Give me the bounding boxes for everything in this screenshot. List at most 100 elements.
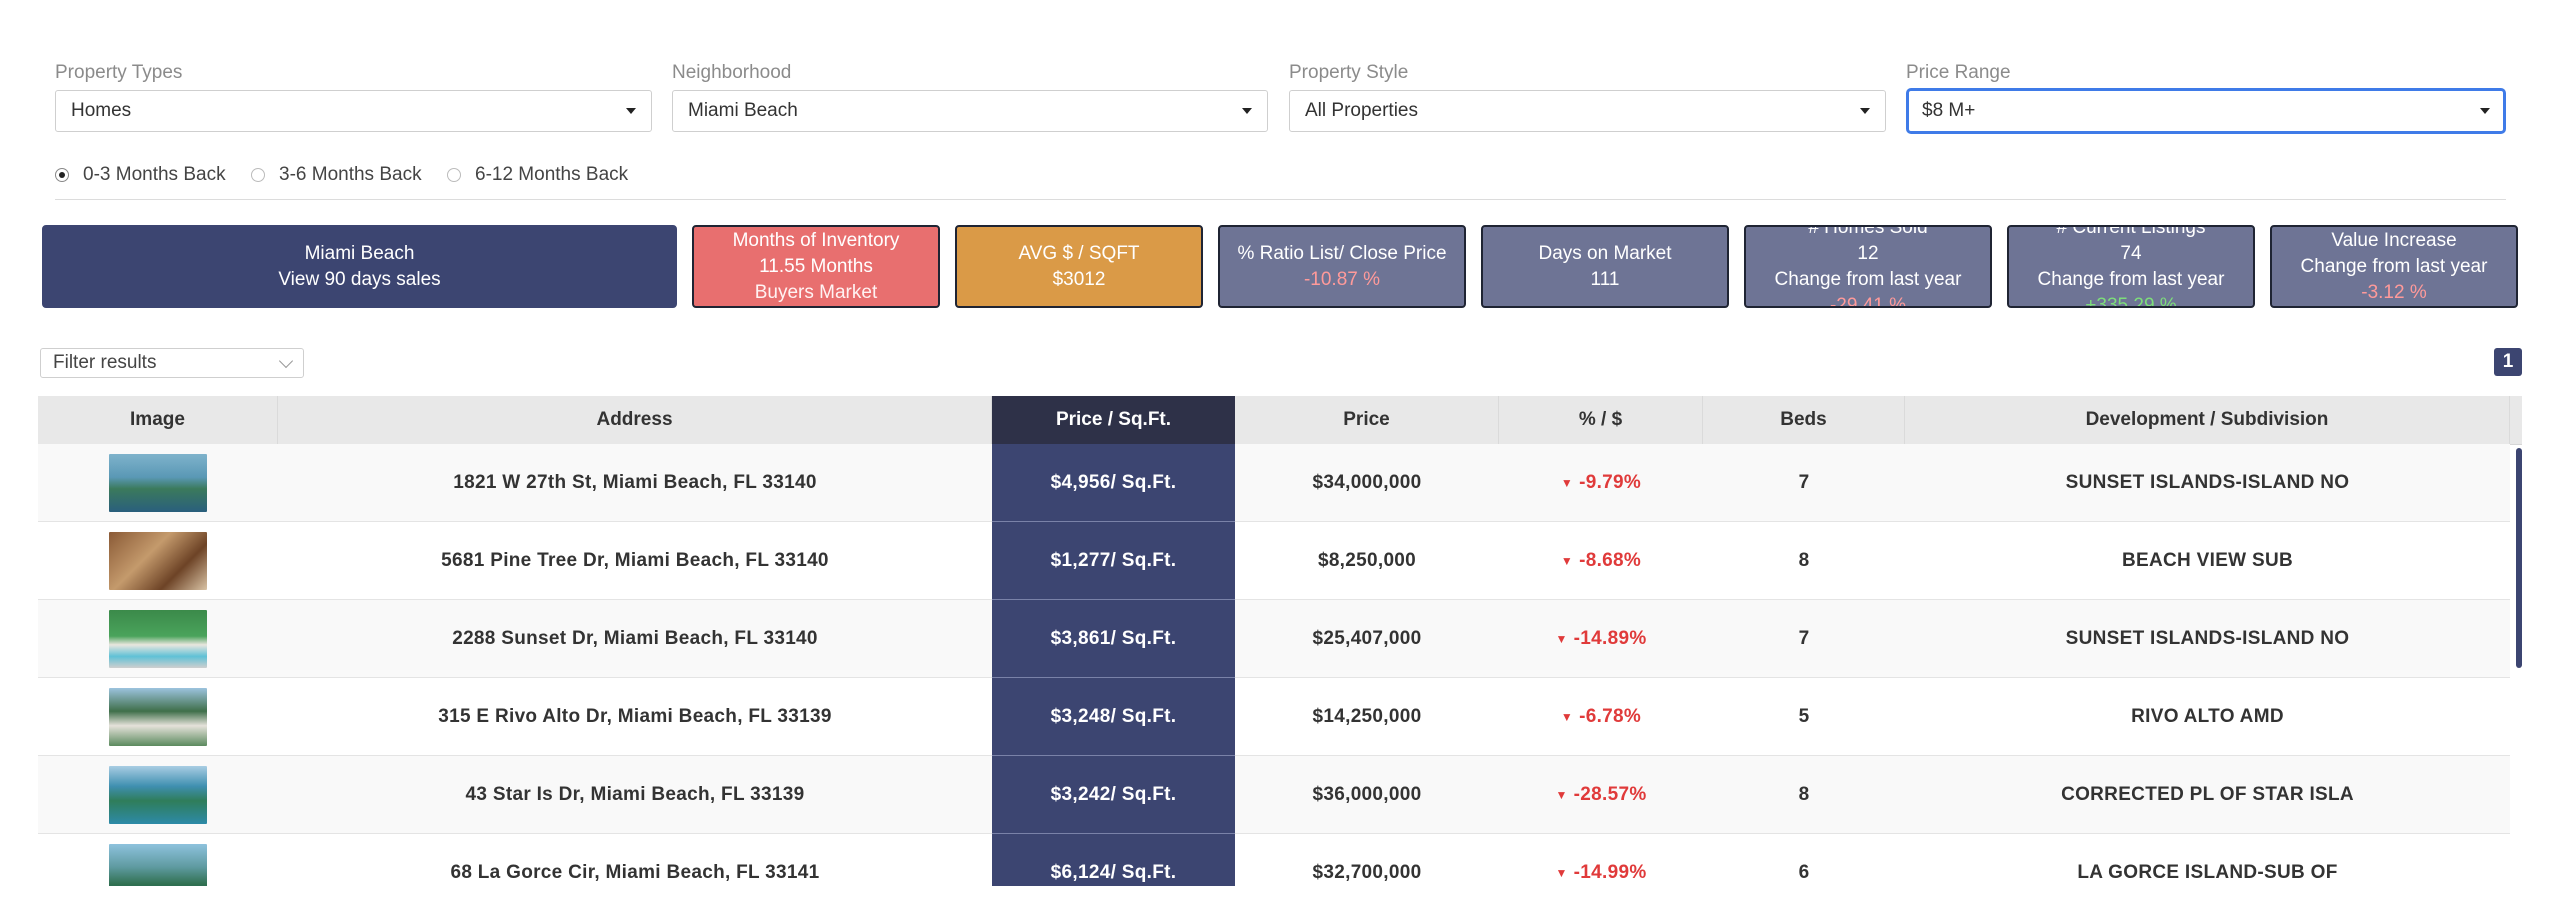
filter-results-select[interactable]: Filter results — [40, 348, 304, 378]
table-row[interactable]: 315 E Rivo Alto Dr, Miami Beach, FL 3313… — [38, 678, 2510, 756]
pct-cell: ▼ -14.89% — [1499, 600, 1703, 678]
development-cell: SUNSET ISLANDS-ISLAND NO — [2065, 628, 2350, 649]
table-row[interactable]: 1821 W 27th St, Miami Beach, FL 33140 $4,… — [38, 444, 2510, 522]
radio-3-6-months[interactable]: 3-6 Months Back — [251, 164, 422, 186]
value-increase-card[interactable]: Value Increase Change from last year -3.… — [2270, 225, 2518, 308]
caret-down-icon — [1860, 108, 1870, 114]
price-range-select[interactable]: $8 M+ — [1906, 88, 2506, 134]
homes-sold-sub: Change from last year — [1774, 269, 1962, 290]
property-types-value: Homes — [71, 100, 132, 121]
property-thumbnail[interactable] — [109, 532, 207, 590]
image-cell — [38, 522, 278, 600]
inventory-title: Months of Inventory — [732, 229, 900, 251]
image-cell — [38, 756, 278, 834]
homes-sold-card[interactable]: # Homes Sold 12 Change from last year -2… — [1744, 225, 1992, 308]
property-style-select[interactable]: All Properties — [1289, 90, 1886, 132]
price-per-sqft-cell: $3,861/ Sq.Ft. — [992, 600, 1235, 678]
pct-value: -28.57% — [1573, 784, 1647, 805]
address-cell: 5681 Pine Tree Dr, Miami Beach, FL 33140 — [441, 550, 829, 571]
avg-sqft-value: $3012 — [1052, 268, 1106, 290]
radio-0-3-months[interactable]: 0-3 Months Back — [55, 164, 226, 186]
homes-sold-value: 12 — [1857, 243, 1879, 264]
table-header: Image Address Price / Sq.Ft. Price % / $… — [38, 396, 2522, 445]
column-header-price-sqft[interactable]: Price / Sq.Ft. — [992, 396, 1235, 444]
column-header-price[interactable]: Price — [1235, 396, 1499, 444]
radio-icon — [447, 168, 461, 182]
avg-sqft-card[interactable]: AVG $ / SQFT $3012 — [955, 225, 1203, 308]
listings-title: # Current Listings — [2056, 225, 2206, 238]
value-increase-change: -3.12 % — [2361, 281, 2427, 303]
development-cell: LA GORCE ISLAND-SUB OF — [2077, 862, 2338, 883]
development-cell: RIVO ALTO AMD — [2131, 706, 2284, 727]
property-style-value: All Properties — [1305, 100, 1418, 121]
location-name: Miami Beach — [304, 242, 415, 264]
price-range-label: Price Range — [1906, 62, 2011, 83]
pct-value: -14.89% — [1573, 628, 1647, 649]
address-cell: 68 La Gorce Cir, Miami Beach, FL 33141 — [450, 862, 820, 883]
beds-cell: 5 — [1798, 706, 1810, 727]
days-card[interactable]: Days on Market 111 — [1481, 225, 1729, 308]
column-header-image[interactable]: Image — [38, 396, 278, 444]
radio-6-12-months[interactable]: 6-12 Months Back — [447, 164, 628, 186]
address-cell: 1821 W 27th St, Miami Beach, FL 33140 — [453, 472, 817, 493]
down-triangle-icon: ▼ — [1560, 476, 1574, 490]
neighborhood-value: Miami Beach — [688, 100, 798, 121]
table-row[interactable]: 43 Star Is Dr, Miami Beach, FL 33139 $3,2… — [38, 756, 2510, 834]
pct-cell: ▼ -28.57% — [1499, 756, 1703, 834]
listings-change: +335.29 % — [2085, 295, 2177, 308]
table-row[interactable]: 68 La Gorce Cir, Miami Beach, FL 33141 $6… — [38, 834, 2510, 886]
price-per-sqft-cell: $4,956/ Sq.Ft. — [992, 444, 1235, 522]
column-header-beds[interactable]: Beds — [1703, 396, 1905, 444]
property-thumbnail[interactable] — [109, 688, 207, 746]
neighborhood-label: Neighborhood — [672, 62, 792, 83]
homes-sold-change: -29.41 % — [1829, 295, 1907, 308]
development-cell: SUNSET ISLANDS-ISLAND NO — [2065, 472, 2350, 493]
days-value: 111 — [1590, 268, 1620, 290]
table-scrollbar[interactable] — [2516, 448, 2522, 668]
image-cell — [38, 834, 278, 886]
down-triangle-icon: ▼ — [1555, 866, 1568, 880]
table-row[interactable]: 2288 Sunset Dr, Miami Beach, FL 33140 $3,… — [38, 600, 2510, 678]
radio-icon — [251, 168, 265, 182]
ratio-card[interactable]: % Ratio List/ Close Price -10.87 % — [1218, 225, 1466, 308]
image-cell — [38, 678, 278, 756]
caret-down-icon — [2480, 108, 2490, 114]
neighborhood-select[interactable]: Miami Beach — [672, 90, 1268, 132]
pct-value: -9.79% — [1579, 472, 1642, 493]
property-thumbnail[interactable] — [109, 844, 207, 886]
current-listings-card[interactable]: # Current Listings 74 Change from last y… — [2007, 225, 2255, 308]
inventory-card[interactable]: Months of Inventory 11.55 Months Buyers … — [692, 225, 940, 308]
property-thumbnail[interactable] — [109, 454, 207, 512]
filter-results-placeholder: Filter results — [53, 352, 157, 373]
beds-cell: 7 — [1798, 472, 1810, 493]
page-button-1[interactable]: 1 — [2494, 348, 2522, 376]
table-row[interactable]: 5681 Pine Tree Dr, Miami Beach, FL 33140… — [38, 522, 2510, 600]
beds-cell: 8 — [1798, 550, 1810, 571]
column-header-pct[interactable]: % / $ — [1499, 396, 1703, 444]
column-header-development[interactable]: Development / Subdivision — [1905, 396, 2510, 444]
radio-selected-icon — [55, 168, 69, 182]
price-per-sqft-cell: $3,248/ Sq.Ft. — [992, 678, 1235, 756]
beds-cell: 6 — [1798, 862, 1810, 883]
property-types-select[interactable]: Homes — [55, 90, 652, 132]
radio-label: 0-3 Months Back — [83, 164, 226, 185]
location-card[interactable]: Miami Beach View 90 days sales — [42, 225, 677, 308]
pct-cell: ▼ -6.78% — [1499, 678, 1703, 756]
chevron-down-icon — [278, 353, 294, 368]
price-cell: $32,700,000 — [1312, 862, 1422, 883]
property-types-label: Property Types — [55, 62, 183, 83]
development-cell: CORRECTED PL OF STAR ISLA — [2061, 784, 2354, 805]
property-thumbnail[interactable] — [109, 610, 207, 668]
location-link: View 90 days sales — [278, 268, 441, 290]
property-thumbnail[interactable] — [109, 766, 207, 824]
property-style-label: Property Style — [1289, 62, 1409, 83]
price-cell: $14,250,000 — [1312, 706, 1422, 727]
down-triangle-icon: ▼ — [1560, 554, 1574, 568]
price-cell: $8,250,000 — [1317, 550, 1417, 571]
image-cell — [38, 444, 278, 522]
listings-table: Image Address Price / Sq.Ft. Price % / $… — [38, 396, 2522, 886]
column-header-address[interactable]: Address — [278, 396, 992, 444]
divider — [55, 199, 2506, 200]
inventory-note: Buyers Market — [754, 281, 878, 303]
pct-cell: ▼ -8.68% — [1499, 522, 1703, 600]
